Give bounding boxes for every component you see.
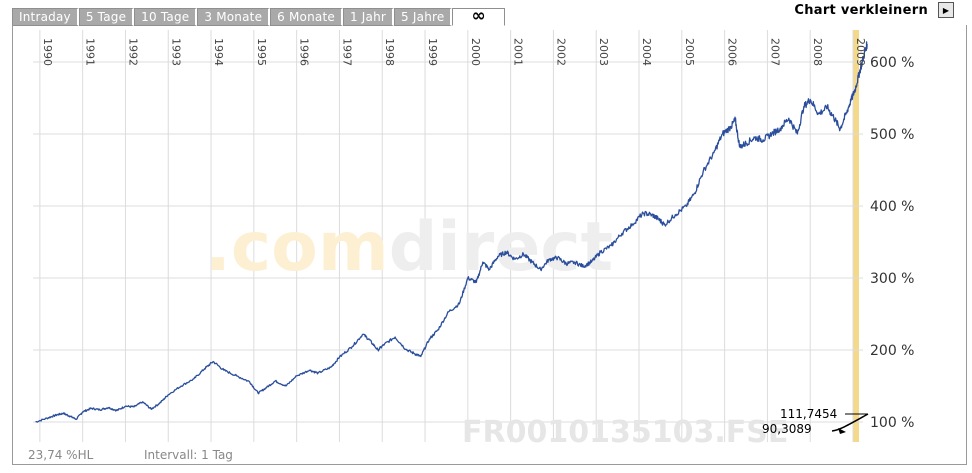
tab-1-jahr[interactable]: 1 Jahr <box>342 8 395 26</box>
x-tick-label: 1997 <box>340 38 353 66</box>
play-right-icon[interactable]: ▶ <box>938 2 954 18</box>
x-tick-label: 1990 <box>41 38 54 66</box>
interval-label: Intervall: 1 Tag <box>144 448 233 462</box>
tab-10-tage[interactable]: 10 Tage <box>134 8 198 26</box>
x-tick-label: 2002 <box>554 38 567 66</box>
current-year-highlight <box>853 30 859 442</box>
y-tick-label: 600 % <box>870 55 914 71</box>
tab-intraday[interactable]: Intraday <box>12 8 79 26</box>
chart-frame <box>12 25 967 465</box>
annotation-high-label: 111,7454 <box>780 407 837 421</box>
x-tick-label: 1996 <box>298 38 311 66</box>
x-tick-label: 2004 <box>640 38 653 66</box>
x-tick-label: 1992 <box>126 38 139 66</box>
x-tick-label: 1999 <box>426 38 439 66</box>
tab-3-monate[interactable]: 3 Monate <box>197 8 271 26</box>
hl-label: 23,74 %HL <box>28 448 94 462</box>
x-tick-label: 1993 <box>169 38 182 66</box>
x-tick-label: 1994 <box>212 38 225 66</box>
x-tick-label: 1998 <box>383 38 396 66</box>
x-tick-label: 2006 <box>726 38 739 66</box>
y-tick-label: 500 % <box>870 127 914 143</box>
range-tabs: Intraday 5 Tage 10 Tage 3 Monate 6 Monat… <box>12 8 505 26</box>
y-tick-label: 200 % <box>870 343 914 359</box>
y-tick-label: 300 % <box>870 271 914 287</box>
x-tick-label: 2003 <box>597 38 610 66</box>
x-tick-label: 2005 <box>683 38 696 66</box>
tab-5-jahre[interactable]: 5 Jahre <box>394 8 453 26</box>
comdirect-watermark: .comdirect <box>205 208 613 287</box>
y-tick-label: 100 % <box>870 415 914 431</box>
tab-max[interactable]: ∞ <box>452 8 505 26</box>
x-tick-label: 2009 <box>854 38 867 66</box>
isin-watermark: FR0010135103.FSE <box>462 415 788 450</box>
x-tick-label: 1995 <box>255 38 268 66</box>
x-tick-label: 1991 <box>84 38 97 66</box>
annotation-curve <box>831 413 869 432</box>
annotation-low-label: 90,3089 <box>762 422 812 436</box>
tab-5-tage[interactable]: 5 Tage <box>78 8 135 26</box>
price-line <box>35 41 868 423</box>
x-tick-label: 2000 <box>469 38 482 66</box>
chart-shrink-control: Chart verkleinern ▶ <box>794 2 954 18</box>
annotation-arrow-icon <box>838 428 846 434</box>
x-tick-label: 2001 <box>512 38 525 66</box>
x-tick-label: 2007 <box>768 38 781 66</box>
y-tick-label: 400 % <box>870 199 914 215</box>
x-tick-label: 2008 <box>811 38 824 66</box>
tab-6-monate[interactable]: 6 Monate <box>270 8 343 26</box>
chart-shrink-label[interactable]: Chart verkleinern <box>794 2 928 18</box>
